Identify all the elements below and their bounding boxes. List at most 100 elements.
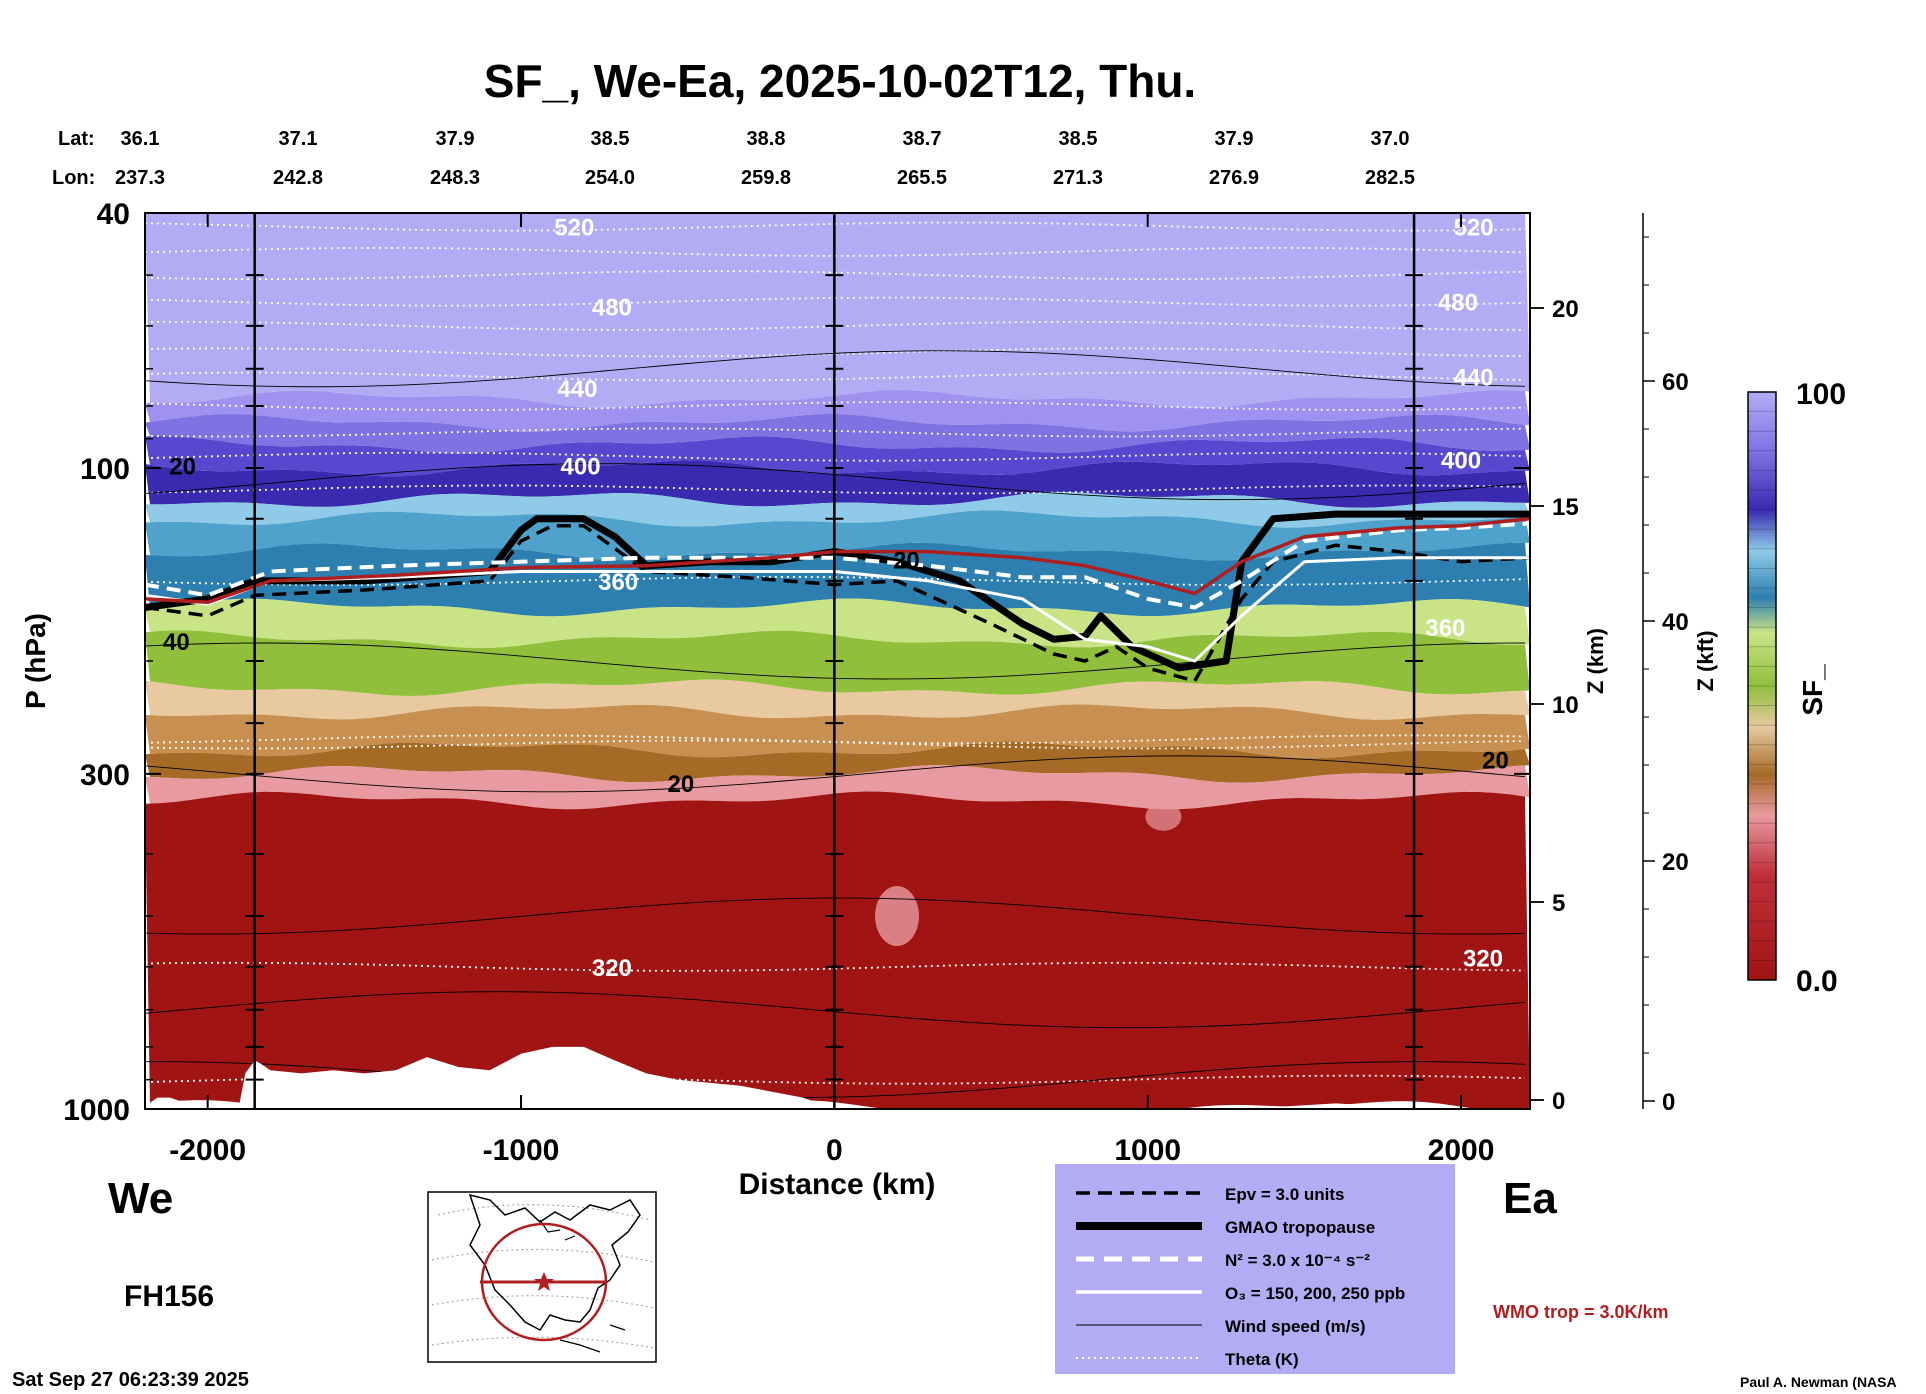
colorbar-ticks: [1748, 391, 1776, 981]
wind-label: 20: [667, 771, 694, 798]
sf-band: [145, 510, 1530, 561]
sf-patch: [875, 886, 920, 947]
lat-value: 37.9: [1215, 128, 1254, 150]
legend: Epv = 3.0 units GMAO tropopause N² = 3.0 x…: [1076, 1185, 1405, 1369]
theta-label: 520: [1454, 215, 1494, 242]
zkft-tick-label: 0: [1662, 1089, 1675, 1116]
wind-label: 40: [163, 629, 190, 656]
theta-label: 320: [592, 955, 632, 982]
y-axis: 40 100 300 1000: [63, 198, 1530, 1127]
zkft-tick-label: 40: [1662, 609, 1689, 636]
legend-label: O₃ = 150, 200, 250 ppb: [1225, 1284, 1405, 1303]
wind-label: 20: [169, 453, 196, 480]
lat-value: 36.1: [121, 128, 160, 150]
credit: Paul A. Newman (NASA: [1740, 1374, 1897, 1390]
sf-patch: [1145, 802, 1182, 831]
legend-label: Wind speed (m/s): [1225, 1317, 1366, 1336]
lat-value: 38.8: [747, 128, 786, 150]
sf-band: [145, 413, 1530, 454]
lat-value: 38.7: [903, 128, 942, 150]
z-kft-axis: 0 20 40 60: [1642, 213, 1689, 1116]
theta-label: 440: [557, 376, 597, 403]
lon-value: 271.3: [1053, 167, 1103, 189]
lat-value: 38.5: [1059, 128, 1098, 150]
theta-label: 480: [1438, 290, 1478, 317]
ground-mask: [145, 1046, 1530, 1109]
sf-band: [145, 435, 1530, 477]
theta-labels: 520 480 440 400 360 320 520 480 440 400 360 320: [554, 215, 1503, 982]
y-tick-label: 40: [97, 198, 130, 231]
zkm-tick-label: 15: [1552, 494, 1579, 521]
lon-value: 276.9: [1209, 167, 1259, 189]
sf-band: [145, 765, 1530, 810]
colorbar-title: SF_: [1797, 664, 1828, 716]
color-field: [145, 213, 1530, 1109]
west-label: We: [108, 1174, 173, 1223]
chart-title: SF_, We-Ea, 2025-10-02T12, Thu.: [484, 55, 1196, 107]
z-km-label: Z (km): [1583, 628, 1608, 694]
lon-value: 259.8: [741, 167, 791, 189]
zkft-tick-label: 60: [1662, 369, 1689, 396]
x-tick-label: -2000: [169, 1134, 246, 1167]
x-tick-label: 0: [826, 1134, 843, 1167]
sf-band: [145, 460, 1530, 508]
theta-label: 360: [598, 569, 638, 596]
colorbar-min-label: 0.0: [1796, 965, 1838, 998]
sf-band: [145, 679, 1530, 720]
theta-label: 400: [1441, 448, 1481, 475]
legend-label: N² = 3.0 x 10⁻⁴ s⁻²: [1225, 1251, 1370, 1270]
lon-value: 265.5: [897, 167, 947, 189]
colorbar-max-label: 100: [1796, 378, 1846, 411]
theta-label: 440: [1454, 365, 1494, 392]
z-kft-label: Z (kft): [1693, 630, 1718, 691]
sf-band: [145, 213, 1530, 408]
theta-label: 480: [592, 295, 632, 322]
sf-band: [145, 598, 1530, 649]
trop-series: [145, 510, 1530, 683]
lat-value: 37.9: [436, 128, 475, 150]
zkm-tick-label: 10: [1552, 692, 1579, 719]
east-label: Ea: [1503, 1174, 1557, 1223]
wmo-trop-note: WMO trop = 3.0K/km: [1493, 1302, 1669, 1322]
theta-label: 360: [1425, 615, 1465, 642]
legend-label: Epv = 3.0 units: [1225, 1185, 1345, 1204]
y-tick-label: 300: [80, 759, 130, 792]
x-axis: -2000 -1000 0 1000 2000: [169, 213, 1494, 1167]
zkm-tick-label: 5: [1552, 890, 1565, 917]
sf-band: [145, 492, 1530, 528]
locator-map: [427, 1191, 657, 1363]
x-tick-label: -1000: [483, 1134, 560, 1167]
colorbar: [1747, 391, 1777, 981]
pattern-overlay: [875, 802, 1182, 947]
lon-value: 254.0: [585, 167, 635, 189]
zkft-tick-label: 20: [1662, 849, 1689, 876]
lon-value: 282.5: [1365, 167, 1415, 189]
theta-label: 320: [1463, 945, 1503, 972]
legend-label: GMAO tropopause: [1225, 1218, 1375, 1237]
series-line: [145, 517, 1530, 605]
series-line: [145, 523, 1530, 683]
lon-label: Lon:: [52, 167, 95, 189]
zkm-tick-label: 0: [1552, 1088, 1565, 1115]
z-km-axis: 0 5 10 15 20: [1530, 296, 1579, 1115]
wind-labels: 20 40 20 20 20: [163, 453, 1509, 798]
lon-value: 237.3: [115, 167, 165, 189]
sf-band: [145, 791, 1530, 1109]
lat-value: 38.5: [591, 128, 630, 150]
y-tick-label: 100: [80, 453, 130, 486]
lat-lon-row: 36.1 37.1 37.9 38.5 38.8 38.7 38.5 37.9 37.0 237.…: [115, 128, 1415, 189]
lon-value: 248.3: [430, 167, 480, 189]
zkm-tick-label: 20: [1552, 296, 1579, 323]
wind-label: 20: [1482, 748, 1509, 775]
lat-label: Lat:: [58, 128, 95, 150]
x-tick-label: 1000: [1114, 1134, 1181, 1167]
lon-value: 242.8: [273, 167, 323, 189]
sf-band: [145, 704, 1530, 759]
legend-label: Theta (K): [1225, 1350, 1299, 1369]
sf-band: [145, 389, 1530, 432]
lat-value: 37.0: [1371, 128, 1410, 150]
forecast-hour: FH156: [124, 1280, 214, 1313]
plot-area: 520 480 440 400 360 320 520 480 440 400 360 320 20 4…: [145, 213, 1530, 1109]
series-line: [145, 521, 1530, 610]
